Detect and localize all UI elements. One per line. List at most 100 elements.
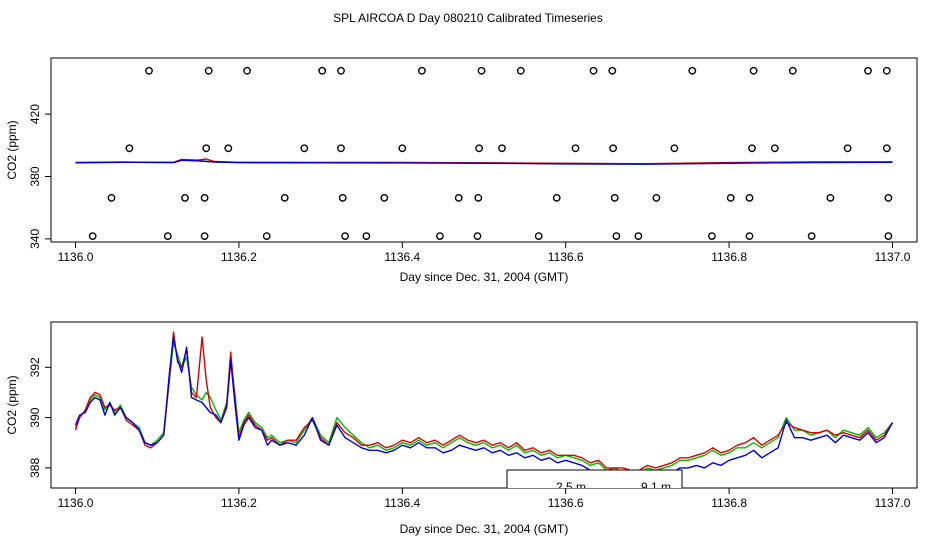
calibration-point xyxy=(652,193,661,202)
calibration-point xyxy=(398,144,407,153)
bottom-x-tick-label: 1136.0 xyxy=(58,496,94,510)
top-x-tick-label: 1137.0 xyxy=(875,250,911,264)
calibration-point xyxy=(125,144,134,153)
bottom-panel: 1136.0 1136.2 1136.4 1136.6 1136.8 1137.0 388… xyxy=(5,321,918,536)
figure-title: SPL AIRCOA D Day 080210 Calibrated Times… xyxy=(333,11,603,25)
calibration-point xyxy=(380,193,389,202)
calibration-point xyxy=(473,232,482,241)
top-x-tick-label: 1136.8 xyxy=(711,250,747,264)
calibration-point xyxy=(609,144,617,153)
calibration-point xyxy=(338,193,347,202)
calibration-point xyxy=(788,66,797,75)
calibration-point xyxy=(589,66,598,75)
calibration-point xyxy=(318,66,327,75)
calibration-point xyxy=(204,66,213,75)
calibration-point xyxy=(670,144,679,153)
top-x-tick-label: 1136.2 xyxy=(221,250,257,264)
top-y-ticks: 340 380 420 xyxy=(28,104,51,249)
top-x-tick-label: 1136.4 xyxy=(384,250,420,264)
calibration-point xyxy=(516,66,525,75)
calibration-point xyxy=(337,144,345,153)
calibration-point xyxy=(362,232,371,241)
top-x-tick-label: 1136.6 xyxy=(548,250,584,264)
calibration-point xyxy=(454,193,463,202)
calibration-point xyxy=(243,66,252,75)
calibration-point xyxy=(843,144,852,153)
calibration-point xyxy=(534,232,543,241)
bottom-plot-frame xyxy=(50,321,918,489)
calibration-point xyxy=(498,144,506,153)
calibration-point xyxy=(749,66,758,75)
calibration-point xyxy=(145,66,153,75)
calibration-point xyxy=(337,66,345,75)
calibration-point xyxy=(882,144,891,153)
bottom-x-tick-label: 1136.6 xyxy=(548,496,584,510)
bottom-series-group xyxy=(74,331,894,482)
calibration-point xyxy=(474,193,483,202)
calibration-point xyxy=(341,232,349,241)
calibration-point xyxy=(745,193,754,202)
legend-box xyxy=(506,469,683,488)
calibration-point xyxy=(300,144,309,153)
calibration-point xyxy=(200,232,209,241)
legend-label-red: 2.5 m xyxy=(556,480,586,494)
calibration-point xyxy=(181,193,189,202)
calibration-point xyxy=(612,232,621,241)
calibration-point xyxy=(688,66,697,75)
calibration-point xyxy=(224,144,233,153)
top-panel: 1136.0 1136.2 1136.4 1136.6 1136.8 1137.0 340… xyxy=(5,57,918,284)
top-y-axis-label: CO2 (ppm) xyxy=(5,120,19,179)
calibration-point xyxy=(864,66,872,75)
top-plot-frame xyxy=(50,57,918,243)
calibration-point xyxy=(202,144,211,153)
bottom-series-blue xyxy=(74,336,894,482)
calibration-point xyxy=(708,232,716,241)
top-y-tick-label: 340 xyxy=(28,229,42,249)
top-x-ticks: 1136.0 1136.2 1136.4 1136.6 1136.8 1137.0 xyxy=(58,242,911,264)
bottom-y-ticks: 388 390 392 xyxy=(28,357,51,478)
bottom-x-tick-label: 1136.8 xyxy=(711,496,747,510)
calibration-point xyxy=(748,144,756,153)
calibration-point xyxy=(280,193,289,202)
top-cal-points xyxy=(88,66,893,241)
bottom-y-tick-label: 392 xyxy=(28,357,42,377)
legend-label-blue: 9.1 m xyxy=(641,480,671,494)
bottom-x-tick-label: 1137.0 xyxy=(875,496,911,510)
bottom-x-tick-label: 1136.4 xyxy=(384,496,420,510)
calibration-point xyxy=(882,66,891,75)
calibration-point xyxy=(435,232,444,241)
bottom-legend: 2.5 m 9.1 m xyxy=(506,469,683,494)
calibration-point xyxy=(163,232,172,241)
calibration-point xyxy=(571,144,580,153)
bottom-x-ticks: 1136.0 1136.2 1136.4 1136.6 1136.8 1137.0 xyxy=(58,488,911,510)
calibration-point xyxy=(610,193,619,202)
top-series-group xyxy=(75,158,893,165)
bottom-series-red xyxy=(74,331,894,472)
top-series-blue xyxy=(75,159,893,165)
calibration-point xyxy=(745,232,754,241)
calibration-point xyxy=(262,232,271,241)
top-x-axis-label: Day since Dec. 31, 2004 (GMT) xyxy=(400,270,569,284)
calibration-point xyxy=(884,193,893,202)
calibration-point xyxy=(475,144,483,153)
top-y-tick-label: 380 xyxy=(28,166,42,186)
bottom-x-axis-label: Day since Dec. 31, 2004 (GMT) xyxy=(400,522,569,536)
calibration-point xyxy=(807,232,816,241)
bottom-series-green xyxy=(74,341,894,477)
top-y-tick-label: 420 xyxy=(28,104,42,124)
bottom-x-tick-label: 1136.2 xyxy=(221,496,257,510)
calibration-point xyxy=(417,66,426,75)
calibration-point xyxy=(200,193,209,202)
bottom-y-tick-label: 388 xyxy=(28,458,42,478)
calibration-point xyxy=(884,232,893,241)
calibration-point xyxy=(726,193,735,202)
bottom-y-tick-label: 390 xyxy=(28,407,42,427)
calibration-point xyxy=(477,66,486,75)
bottom-y-axis-label: CO2 (ppm) xyxy=(5,375,19,434)
calibration-point xyxy=(107,193,116,202)
top-x-tick-label: 1136.0 xyxy=(58,250,94,264)
calibration-point xyxy=(88,232,97,241)
